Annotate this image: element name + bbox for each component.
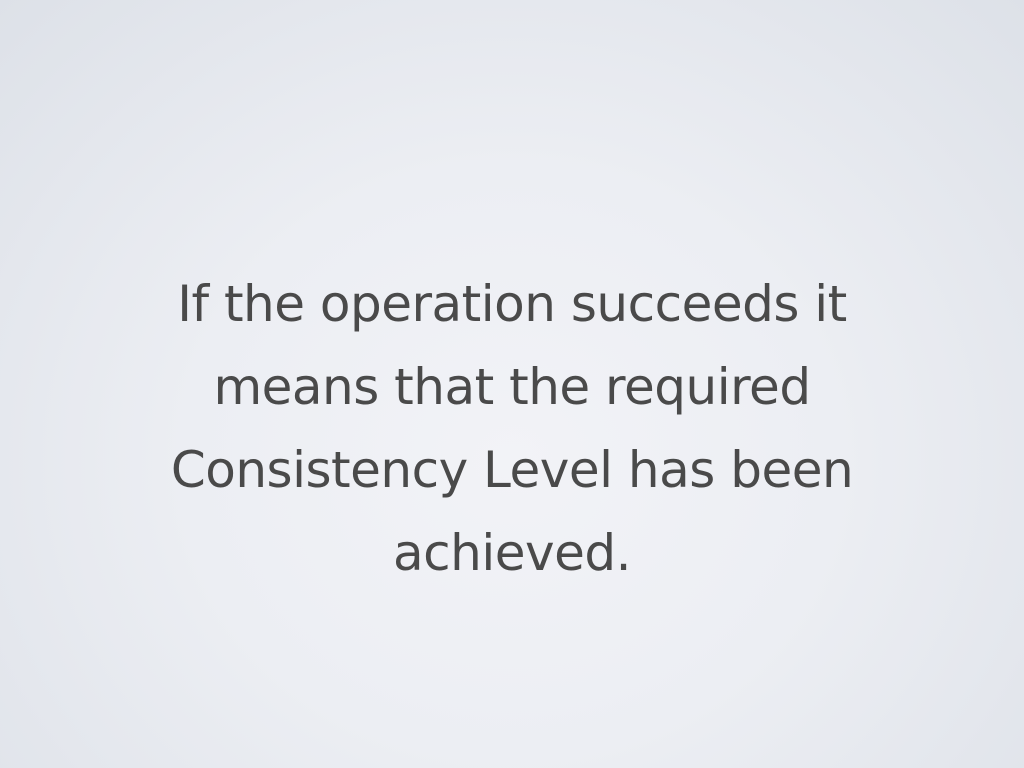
text-line-2: means that the required xyxy=(213,358,811,416)
slide-body-text: If the operation succeeds it means that … xyxy=(0,263,1024,595)
text-line-3: Consistency Level has been xyxy=(170,441,854,499)
text-line-4: achieved. xyxy=(393,524,631,582)
text-line-1: If the operation succeeds it xyxy=(177,275,847,333)
